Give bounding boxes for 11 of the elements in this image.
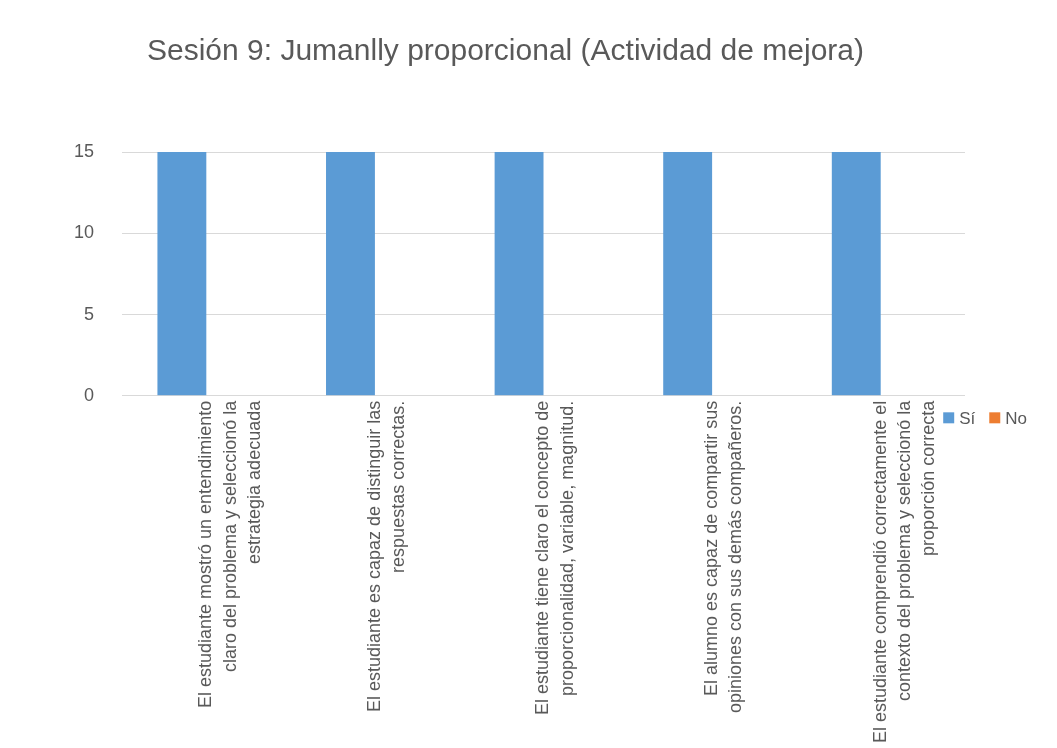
x-tick-label: El estudiante tiene claro el concepto de proporcionalidad, variable, magnitud. <box>532 400 577 716</box>
x-tick-label: El estudiante es capaz de distinguir las respuestas correctas. <box>363 400 409 712</box>
x-tick-label: El estudiante mostró un entendimiento claro del problema y seleccionó la estrategia adecuada <box>195 399 264 708</box>
x-tick-label: El alumno es capaz de compartir sus opiniones con sus demás compañeros. <box>701 400 746 713</box>
chart-title: Sesión 9: Jumanlly proporcional (Actividad de mejora) <box>146 33 865 67</box>
legend-label: Sí <box>959 408 976 428</box>
y-tick-label: 15 <box>73 140 95 161</box>
legend-label: No <box>1005 408 1027 428</box>
y-tick-label: 10 <box>73 222 95 243</box>
y-tick-label: 0 <box>84 384 95 405</box>
y-tick-label: 5 <box>84 303 95 324</box>
